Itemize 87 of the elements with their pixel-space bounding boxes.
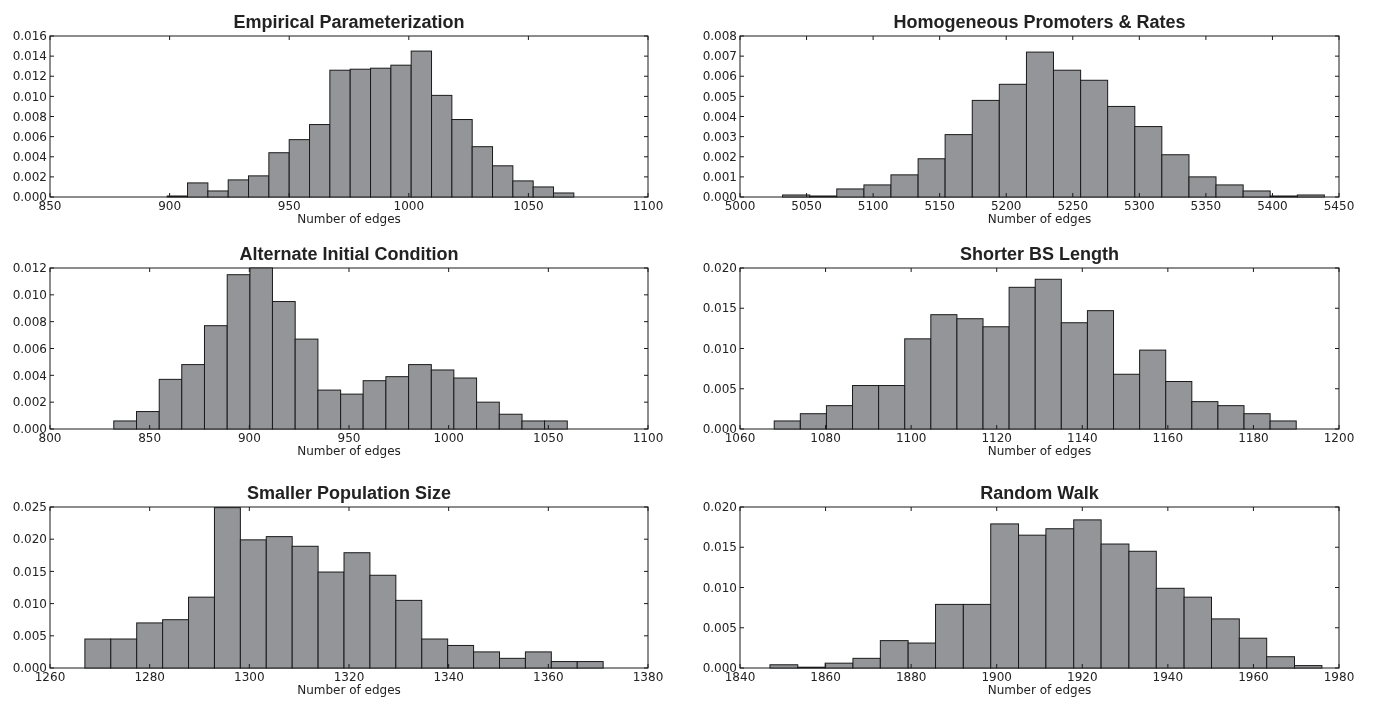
x-tick-label: 1000 — [433, 431, 464, 445]
y-tick-label: 0.012 — [12, 261, 47, 276]
chart-title: Shorter BS Length — [959, 244, 1120, 264]
y-tick-label: 0.020 — [12, 532, 47, 547]
y-tick-label: 0.015 — [12, 564, 47, 579]
y-tick-label: 0.025 — [12, 500, 47, 515]
y-tick-label: 0.002 — [702, 149, 737, 164]
y-tick-label: 0.004 — [12, 149, 47, 164]
y-tick-label: 0.008 — [702, 29, 737, 44]
y-tick-label: 0.010 — [702, 341, 737, 356]
y-tick-label: 0.010 — [12, 89, 47, 104]
chart-title: Alternate Initial Condition — [239, 244, 459, 264]
x-tick-label: 1050 — [533, 431, 564, 445]
chart-title: Smaller Population Size — [246, 483, 452, 503]
y-tick-label: 0.002 — [12, 395, 47, 410]
chart-title: Empirical Parameterization — [233, 12, 465, 32]
y-tick-label: 0.006 — [12, 341, 47, 356]
x-tick-label: 1120 — [981, 431, 1012, 445]
y-tick-label: 0.014 — [12, 49, 47, 64]
x-axis-title: Number of edges — [297, 683, 401, 697]
y-tick-label: 0.006 — [702, 69, 737, 84]
x-tick-label: 1380 — [632, 670, 664, 684]
x-tick-label: 1140 — [1067, 431, 1098, 445]
y-tick-label: 0.005 — [702, 620, 737, 635]
x-tick-label: 900 — [237, 431, 261, 445]
x-tick-label: 1860 — [810, 670, 841, 684]
x-tick-label: 1880 — [895, 670, 927, 684]
x-tick-label: 5350 — [1190, 199, 1222, 213]
x-tick-label: 1080 — [810, 431, 841, 445]
y-tick-label: 0.008 — [12, 314, 47, 329]
y-tick-label: 0.001 — [702, 170, 737, 185]
x-tick-label: 1180 — [1238, 431, 1269, 445]
y-tick-label: 0.006 — [12, 129, 47, 144]
x-tick-label: 1280 — [134, 670, 165, 684]
x-tick-label: 5150 — [924, 199, 955, 213]
y-tick-label: 0.008 — [12, 109, 47, 124]
chart-title: Homogeneous Promoters & Rates — [893, 12, 1186, 32]
x-axis-title: Number of edges — [987, 444, 1092, 458]
y-tick-label: 0.010 — [12, 288, 47, 303]
x-tick-label: 950 — [337, 431, 361, 445]
x-tick-label: 1100 — [632, 431, 664, 445]
y-tick-label: 0.016 — [12, 29, 47, 44]
x-tick-label: 900 — [158, 199, 182, 213]
y-tick-label: 0.007 — [702, 49, 737, 64]
x-tick-label: 1200 — [1323, 431, 1355, 445]
x-tick-label: 1160 — [1152, 431, 1184, 445]
x-tick-label: 1100 — [895, 431, 927, 445]
x-tick-label: 950 — [277, 199, 301, 213]
x-tick-label: 5200 — [990, 199, 1022, 213]
chart-title: Random Walk — [980, 483, 1100, 503]
x-tick-label: 1920 — [1067, 670, 1098, 684]
y-tick-label: 0.005 — [702, 381, 737, 396]
x-tick-label: 1000 — [393, 199, 425, 213]
y-tick-label: 0.005 — [702, 89, 737, 104]
x-tick-label: 5050 — [791, 199, 822, 213]
x-axis-title: Number of edges — [297, 444, 401, 458]
y-tick-label: 0.012 — [12, 69, 47, 84]
y-tick-label: 0.015 — [702, 540, 737, 555]
y-tick-label: 0.005 — [12, 629, 47, 643]
y-tick-label: 0.010 — [702, 580, 737, 595]
x-tick-label: 5450 — [1323, 199, 1355, 213]
x-tick-label: 1340 — [433, 670, 464, 684]
x-tick-label: 5300 — [1124, 199, 1155, 213]
x-tick-label: 5400 — [1257, 199, 1288, 213]
y-tick-label: 0.004 — [12, 368, 47, 383]
x-tick-label: 1050 — [513, 199, 544, 213]
y-tick-label: 0.020 — [702, 261, 737, 276]
x-tick-label: 5100 — [857, 199, 889, 213]
x-tick-label: 1320 — [333, 670, 365, 684]
y-tick-label: 0.010 — [12, 596, 47, 611]
x-tick-label: 1940 — [1152, 670, 1184, 684]
x-axis-title: Number of edges — [987, 212, 1092, 226]
y-tick-label: 0.004 — [702, 109, 737, 124]
x-tick-label: 1300 — [234, 670, 265, 684]
x-tick-label: 1100 — [632, 199, 664, 213]
y-tick-label: 0.003 — [702, 129, 737, 144]
x-tick-label: 1980 — [1323, 670, 1355, 684]
x-axis-title: Number of edges — [297, 212, 401, 226]
x-tick-label: 5250 — [1057, 199, 1089, 213]
x-tick-label: 1960 — [1238, 670, 1269, 684]
x-tick-label: 1900 — [981, 670, 1012, 684]
x-axis-title: Number of edges — [987, 683, 1092, 697]
y-tick-label: 0.020 — [702, 500, 737, 515]
y-tick-label: 0.015 — [702, 301, 737, 316]
x-tick-label: 850 — [138, 431, 162, 445]
x-tick-label: 1360 — [533, 670, 564, 684]
y-tick-label: 0.002 — [12, 170, 47, 185]
